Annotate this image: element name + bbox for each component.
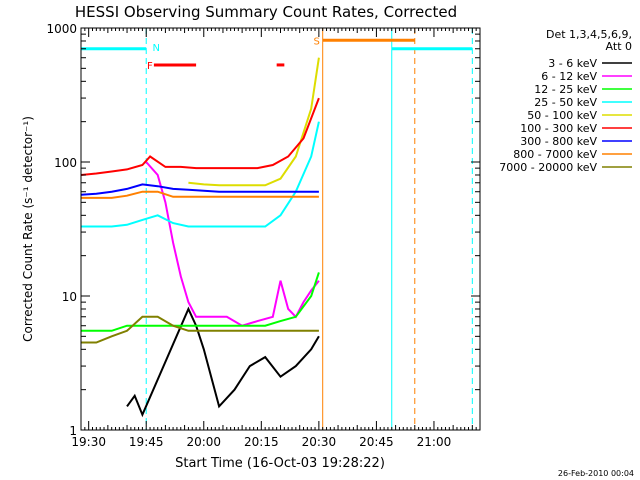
x-tick-label: 20:30: [302, 435, 337, 449]
legend-header-1: Det 1,3,4,5,6,9,: [546, 28, 632, 41]
x-axis-label: Start Time (16-Oct-03 19:28:22): [175, 456, 385, 471]
legend-label: 300 - 800 keV: [520, 135, 597, 148]
flag-label: N: [152, 43, 159, 54]
legend-label: 100 - 300 keV: [520, 122, 597, 135]
y-axis: 1 10 100 1000: [46, 22, 480, 438]
legend-label: 25 - 50 keV: [534, 96, 597, 109]
flag-label: S: [314, 36, 320, 47]
legend-label: 50 - 100 keV: [527, 109, 597, 122]
x-tick-label: 20:00: [186, 435, 221, 449]
series-line: [81, 315, 319, 344]
y-tick-label: 10: [62, 290, 77, 304]
y-axis-label: Corrected Count Rate (s⁻¹ detector⁻¹): [21, 116, 35, 342]
series-line: [81, 121, 320, 228]
legend-label: 800 - 7000 keV: [513, 148, 597, 161]
y-tick-label: 100: [54, 156, 77, 170]
series-line: [81, 190, 319, 199]
legend-label: 12 - 25 keV: [534, 83, 597, 96]
x-tick-label: 21:00: [417, 435, 452, 449]
chart-title: HESSI Observing Summary Count Rates, Cor…: [75, 3, 457, 21]
x-tick-label: 19:45: [129, 435, 164, 449]
footer-timestamp: 26-Feb-2010 00:04: [558, 469, 634, 478]
y-tick-label: 1: [69, 424, 77, 438]
x-axis: 19:30 19:45 20:00 20:15 20:30 20:45 21:00: [71, 28, 481, 449]
series-line: [81, 272, 320, 332]
legend-label: 7000 - 20000 keV: [499, 161, 597, 174]
x-tick-label: 20:45: [359, 435, 394, 449]
flag-label: F: [147, 61, 153, 72]
x-tick-label: 19:30: [71, 435, 106, 449]
y-tick-label: 1000: [46, 22, 77, 36]
series-line: [126, 306, 320, 418]
series-line: [81, 97, 320, 176]
legend-label: 3 - 6 keV: [548, 57, 597, 70]
series-line: [81, 183, 319, 196]
x-tick-label: 20:15: [244, 435, 279, 449]
legend-label: 6 - 12 keV: [541, 70, 597, 83]
legend-header-2: Att 0: [606, 40, 632, 53]
series-line: [188, 57, 320, 187]
